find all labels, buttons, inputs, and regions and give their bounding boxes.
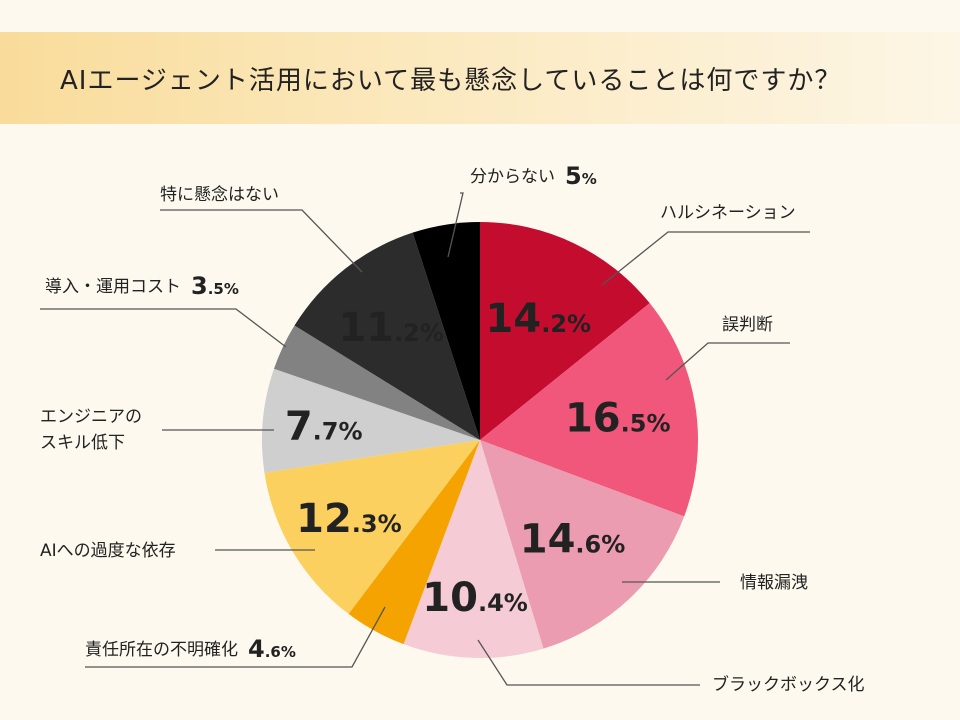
pie-slice — [403, 440, 544, 658]
slice-value-label: 14.6% — [520, 517, 626, 563]
slice-value-label: 5% — [565, 162, 597, 190]
leader-line — [160, 209, 363, 273]
slice-category-label: 分からない — [470, 167, 555, 187]
slice-category-label: スキル低下 — [40, 433, 125, 453]
pie-slice — [348, 440, 480, 645]
slice-category-label: AIへの過度な依存 — [40, 541, 176, 561]
slice-value-label: 10.4% — [422, 575, 528, 621]
leader-line — [447, 192, 464, 258]
pie-slice — [480, 303, 698, 517]
slice-value-label: 3.5% — [191, 272, 239, 300]
pie-slice — [273, 325, 480, 440]
pie-slice — [294, 232, 480, 440]
title-band — [0, 32, 960, 124]
slice-value-label: 14.2% — [486, 296, 592, 342]
leader-line — [85, 606, 386, 668]
pie-slice — [480, 222, 650, 440]
slice-category-label: ブラックボックス化 — [712, 674, 865, 695]
slice-category-label: 特に懸念はない — [160, 184, 279, 205]
slice-category-label: 誤判断 — [722, 315, 773, 335]
slice-category-label: 責任所在の不明確化 — [85, 640, 238, 660]
leader-line — [601, 231, 810, 286]
slice-category-label: 情報漏洩 — [740, 573, 808, 593]
slice-value-label: 4.6% — [248, 635, 296, 663]
slice-value-label: 7.7% — [285, 404, 363, 450]
pie-slice — [480, 440, 685, 649]
pie-slice — [264, 440, 480, 614]
leader-line — [477, 639, 700, 686]
slice-category-label: ハルシネーション — [660, 203, 796, 223]
pie-slice — [262, 368, 480, 473]
pie-slice — [412, 222, 480, 440]
page-title: AIエージェント活用において最も懸念していることは何ですか？ — [60, 66, 842, 96]
slice-category-label: エンジニアの — [40, 407, 142, 427]
slice-value-label: 11.2% — [338, 305, 444, 351]
leader-line — [665, 342, 790, 381]
leader-line — [40, 308, 287, 348]
slice-value-label: 12.3% — [296, 496, 402, 542]
slice-category-label: 導入・運用コスト — [45, 277, 181, 297]
slice-value-label: 16.5% — [565, 396, 671, 442]
